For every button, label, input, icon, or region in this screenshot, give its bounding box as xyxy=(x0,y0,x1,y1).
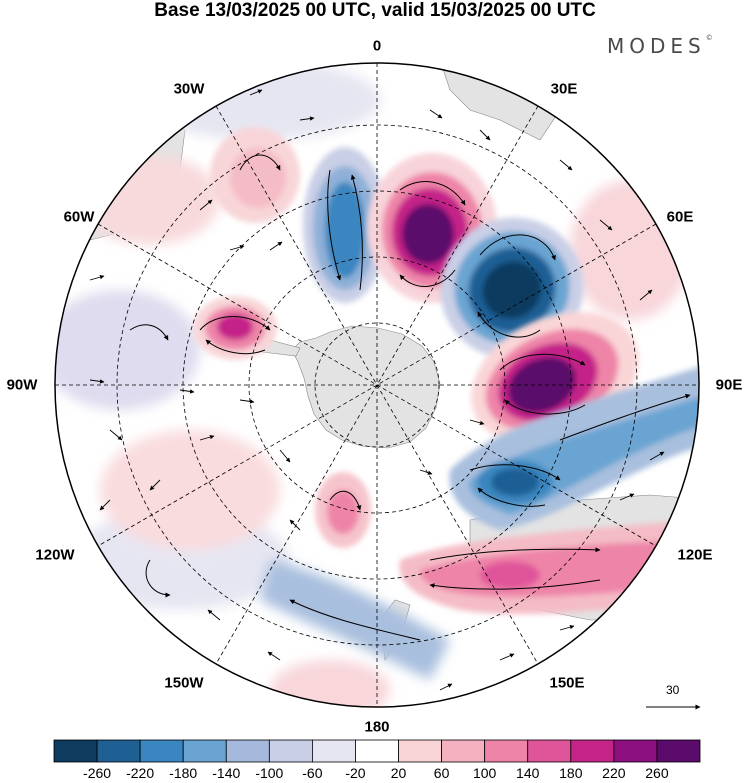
wind-arrows-small xyxy=(89,89,665,691)
lon-label-120e: 120E xyxy=(677,546,713,564)
colorbar-tick-label: 140 xyxy=(516,765,540,781)
colorbar-swatch xyxy=(311,739,356,763)
lon-label-90w: 90W xyxy=(6,376,38,394)
colorbar-tick-label: -60 xyxy=(302,765,323,781)
colorbar-swatch xyxy=(96,739,141,763)
colorbar-swatch xyxy=(527,739,572,763)
colorbar xyxy=(53,739,701,763)
positive-anomaly-south xyxy=(315,472,371,548)
colorbar-swatch xyxy=(613,739,658,763)
colorbar-swatch xyxy=(656,739,701,763)
negative-band-east xyxy=(449,360,699,530)
lon-label-60e: 60E xyxy=(666,208,694,226)
anomaly-pink-tint-south xyxy=(270,660,390,707)
lon-label-60w: 60W xyxy=(63,208,95,226)
colorbar-swatch xyxy=(53,739,98,763)
lon-label-30w: 30W xyxy=(173,80,205,98)
colorbar-swatch xyxy=(182,739,227,763)
colorbar-tick-label: 20 xyxy=(390,765,407,781)
colorbar-swatch xyxy=(441,739,486,763)
colorbar-tick-label: -20 xyxy=(345,765,366,781)
map-boundary xyxy=(54,62,700,708)
colorbar-tick-label: -220 xyxy=(126,765,155,781)
anomaly-pink-tint-northwest xyxy=(80,155,220,245)
map-disc xyxy=(55,63,699,707)
lon-label-30e: 30E xyxy=(550,80,578,98)
lon-label-120w: 120W xyxy=(35,546,75,564)
colorbar-tick-label: -140 xyxy=(212,765,241,781)
colorbar-tick-label: -100 xyxy=(255,765,284,781)
lon-label-90e: 90E xyxy=(715,376,743,394)
colorbar-tick-label: 260 xyxy=(645,765,669,781)
modes-logo: MODES© xyxy=(607,34,713,58)
colorbar-swatch xyxy=(139,739,184,763)
colorbar-tick-label: 180 xyxy=(559,765,583,781)
colorbar-tick-label: -180 xyxy=(169,765,198,781)
negative-band-south xyxy=(260,560,450,680)
colorbar-swatch xyxy=(570,739,615,763)
lon-label-150e: 150E xyxy=(549,674,585,692)
colorbar-swatch xyxy=(268,739,313,763)
colorbar-tick-label: 60 xyxy=(433,765,450,781)
page-title: Base 13/03/2025 00 UTC, valid 15/03/2025… xyxy=(154,0,596,21)
colorbar-swatch xyxy=(484,739,529,763)
lon-label-0: 0 xyxy=(372,37,382,55)
lon-label-180: 180 xyxy=(364,718,390,736)
lon-label-150w: 150W xyxy=(164,674,204,692)
colorbar-tick-label: 220 xyxy=(602,765,626,781)
anomaly-pink-tint-southwest xyxy=(100,430,280,550)
colorbar-tick-label: -260 xyxy=(83,765,112,781)
colorbar-swatch xyxy=(225,739,270,763)
wind-reference-label: 30 xyxy=(666,683,680,697)
colorbar-swatch xyxy=(355,739,399,763)
colorbar-swatch xyxy=(398,739,442,763)
anomaly-pink-tint-northeast xyxy=(570,180,690,320)
colorbar-tick-label: 100 xyxy=(472,765,497,781)
negative-anomaly-north xyxy=(303,147,387,303)
anomaly-blue-tint-west xyxy=(55,290,200,410)
graticule xyxy=(55,63,699,707)
wind-vectors xyxy=(129,154,691,641)
